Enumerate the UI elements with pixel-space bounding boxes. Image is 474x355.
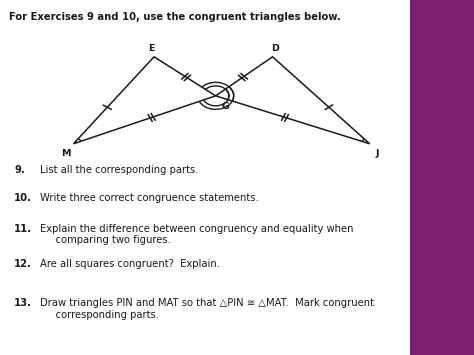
- Text: For Exercises 9 and 10, use the congruent triangles below.: For Exercises 9 and 10, use the congruen…: [9, 12, 341, 22]
- Text: Are all squares congruent?  Explain.: Are all squares congruent? Explain.: [40, 259, 220, 269]
- Text: M: M: [62, 149, 71, 158]
- Text: List all the corresponding parts.: List all the corresponding parts.: [40, 165, 199, 175]
- Text: Draw triangles PIN and MAT so that △PIN ≅ △MAT.  Mark congruent
     correspondi: Draw triangles PIN and MAT so that △PIN …: [40, 298, 374, 320]
- Text: E: E: [148, 44, 155, 53]
- Text: Write three correct congruence statements.: Write three correct congruence statement…: [40, 193, 259, 203]
- Text: Explain the difference between congruency and equality when
     comparing two f: Explain the difference between congruenc…: [40, 224, 354, 245]
- Text: 11.: 11.: [14, 224, 32, 234]
- Text: D: D: [271, 44, 279, 53]
- Text: G: G: [221, 102, 229, 111]
- Text: 10.: 10.: [14, 193, 32, 203]
- Text: 13.: 13.: [14, 298, 32, 308]
- Text: 9.: 9.: [14, 165, 25, 175]
- Text: J: J: [375, 149, 379, 158]
- Text: 12.: 12.: [14, 259, 32, 269]
